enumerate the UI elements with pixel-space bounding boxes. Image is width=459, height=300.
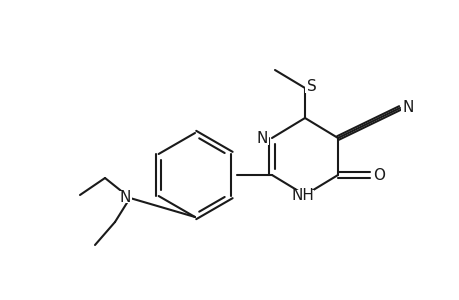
Text: S: S — [307, 79, 316, 94]
FancyBboxPatch shape — [254, 131, 269, 145]
Text: N: N — [402, 100, 413, 115]
FancyBboxPatch shape — [371, 169, 385, 182]
Text: NH: NH — [291, 188, 314, 203]
Text: N: N — [256, 130, 267, 146]
Text: N: N — [119, 190, 130, 205]
FancyBboxPatch shape — [291, 190, 313, 202]
Text: O: O — [372, 167, 384, 182]
FancyBboxPatch shape — [118, 190, 132, 203]
FancyBboxPatch shape — [400, 100, 414, 113]
FancyBboxPatch shape — [304, 80, 318, 92]
